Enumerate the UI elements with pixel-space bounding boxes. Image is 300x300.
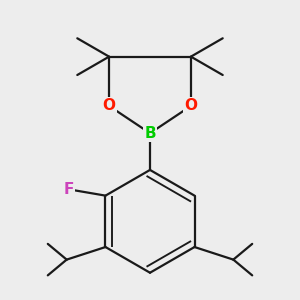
- Text: F: F: [64, 182, 74, 197]
- Text: O: O: [184, 98, 197, 113]
- Text: B: B: [144, 126, 156, 141]
- Text: O: O: [103, 98, 116, 113]
